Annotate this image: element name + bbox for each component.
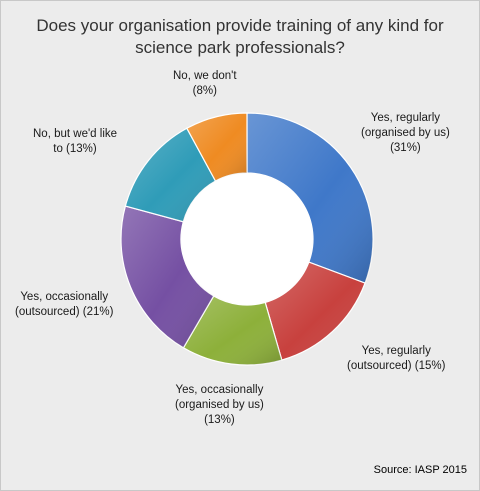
chart-title-line-2: science park professionals?	[135, 38, 345, 57]
slice-label-line: to (13%)	[53, 143, 97, 155]
slice-label-yes-regularly-outsourced: Yes, regularly (outsourced) (15%)	[347, 344, 445, 374]
slice-label-line: (organised by us)	[175, 399, 264, 411]
donut-slice-shading-4	[125, 128, 216, 222]
slice-label-line: No, we don't	[173, 70, 237, 82]
slice-label-line: (31%)	[390, 142, 421, 154]
slice-label-line: (organised by us)	[361, 127, 450, 139]
slice-label-line: (8%)	[192, 85, 217, 97]
slice-label-line: Yes, regularly	[361, 345, 431, 357]
donut-slice-shading-0	[247, 113, 373, 284]
donut-slice-shading-5	[186, 113, 247, 182]
chart-title-line-1: Does your organisation provide training …	[36, 16, 444, 35]
slice-label-line: No, but we'd like	[33, 128, 118, 140]
slice-label-line: (outsourced) (15%)	[347, 360, 446, 372]
slice-label-yes-occasionally-organised: Yes, occasionally (organised by us) (13%…	[175, 383, 264, 428]
source-note: Source: IASP 2015	[373, 464, 467, 476]
donut-slice-shading-2	[183, 295, 282, 366]
slice-label-yes-regularly-organised: Yes, regularly (organised by us) (31%)	[361, 111, 450, 156]
donut-slice-shading-3	[120, 206, 214, 348]
slice-label-line: (13%)	[204, 414, 235, 426]
slice-label-line: Yes, regularly	[370, 112, 441, 124]
slice-label-line: (outsourced) (21%)	[15, 306, 114, 318]
slice-label-line: Yes, occasionally	[175, 384, 264, 396]
donut-hole	[181, 173, 313, 305]
slice-label-yes-occasionally-outsourced: Yes, occasionally (outsourced) (21%)	[15, 290, 113, 320]
slice-label-no-but-would-like: No, but we'd like to (13%)	[33, 127, 117, 157]
slice-label-no-we-dont: No, we don't (8%)	[173, 69, 237, 99]
slice-label-line: Yes, occasionally	[20, 291, 109, 303]
chart-title: Does your organisation provide training …	[1, 15, 479, 59]
donut-slice-shading-1	[265, 262, 366, 361]
